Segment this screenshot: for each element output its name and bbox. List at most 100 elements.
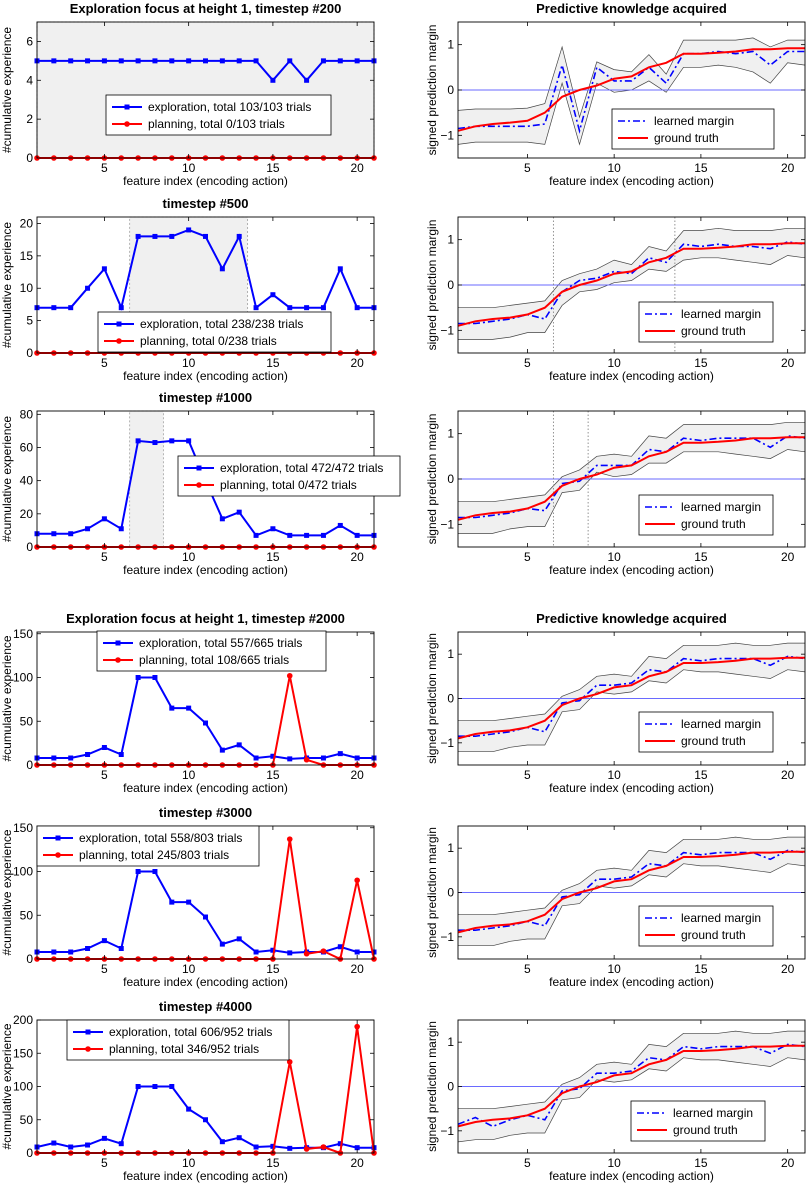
chart-pk3000: 5 10 15 20 −1 0 1 feature index (encoding actio… (425, 825, 806, 989)
x-tick-label: 5 (101, 161, 108, 175)
x-tick-label: 20 (350, 962, 364, 976)
data-point (253, 1144, 259, 1150)
chart-title: timestep #500 (163, 196, 249, 211)
legend: learned margin ground truth (638, 711, 774, 753)
series-line (457, 656, 805, 740)
chart-ex2000: 5 10 15 20 0 50 100 150 Exploration focus at hei… (0, 611, 377, 795)
chart-title: timestep #3000 (159, 805, 252, 820)
chart-pk4000: 5 10 15 20 −1 0 1 feature index (encoding actio… (425, 1019, 806, 1183)
legend: exploration, total 558/803 trials plannin… (36, 825, 260, 867)
x-axis-label: feature index (encoding action) (549, 369, 714, 383)
data-point (236, 742, 242, 748)
chart-pk200: 5 10 15 20 −1 0 1 Predictive knowledge acquired… (425, 1, 806, 188)
y-tick-label: 6 (26, 34, 33, 48)
data-point (169, 1084, 175, 1089)
data-point (253, 305, 259, 311)
chart-ex500: 5 10 15 20 0 5 10 15 20 timestep #500 feature inde… (0, 196, 377, 383)
series-line (457, 1044, 805, 1128)
x-tick-label: 10 (182, 356, 196, 370)
data-point (236, 58, 242, 64)
legend-entry: exploration, total 606/952 trials (109, 1025, 272, 1039)
data-point (337, 1141, 343, 1147)
data-point (270, 947, 276, 953)
legend: learned margin ground truth (638, 494, 774, 536)
legend: learned margin ground truth (630, 1100, 766, 1142)
y-axis-label: #cumulative experience (0, 1023, 14, 1149)
x-tick-label: 10 (182, 962, 196, 976)
data-point (85, 58, 91, 64)
data-point (51, 305, 57, 311)
data-point (85, 526, 91, 532)
y-tick-label: 80 (20, 407, 34, 421)
legend-entry: planning, total 245/803 trials (79, 848, 229, 862)
y-tick-label: 0 (26, 540, 33, 554)
x-tick-label: 15 (694, 550, 708, 564)
data-point (118, 946, 124, 951)
y-tick-label: 40 (20, 474, 34, 488)
legend-entry: ground truth (673, 1123, 738, 1137)
legend-entry: exploration, total 557/665 trials (139, 636, 302, 650)
confidence-band (458, 643, 805, 752)
data-point (135, 869, 141, 874)
data-point (68, 531, 74, 537)
x-tick-label: 5 (524, 550, 531, 564)
legend-entry: learned margin (681, 717, 761, 731)
data-point (337, 751, 343, 757)
series-line (37, 676, 374, 760)
band-upper-line (457, 37, 805, 119)
y-tick-label: 0 (447, 886, 454, 900)
y-tick-label: 0 (26, 952, 33, 966)
data-point (354, 1145, 360, 1151)
y-tick-label: 15 (20, 249, 34, 263)
data-point (152, 58, 158, 64)
y-tick-label: 200 (13, 1013, 33, 1027)
legend-marker (55, 835, 61, 841)
legend-entry: learned margin (654, 114, 734, 128)
data-point (354, 877, 360, 884)
x-tick-label: 5 (101, 962, 108, 976)
series-line (457, 850, 805, 934)
chart-ex3000: 5 10 15 20 0 50 100 150 timestep #3000 feature in… (0, 805, 377, 989)
data-point (85, 285, 91, 291)
y-tick-label: 0 (447, 692, 454, 706)
legend-marker (196, 482, 202, 488)
y-axis-label: signed prediction margin (425, 25, 439, 156)
y-tick-label: 2 (26, 112, 33, 126)
data-point (286, 1059, 293, 1065)
y-tick-label: −1 (440, 930, 454, 944)
legend-entry: ground truth (681, 324, 746, 338)
x-tick-label: 5 (101, 550, 108, 564)
data-point (186, 438, 192, 444)
data-point (286, 836, 293, 842)
data-point (186, 1106, 192, 1112)
data-point (101, 516, 107, 522)
data-point (68, 949, 74, 955)
band-lower-line (458, 863, 806, 947)
legend-box (97, 311, 332, 353)
x-tick-label: 20 (350, 161, 364, 175)
data-point (354, 305, 360, 311)
legend: learned margin ground truth (611, 108, 775, 150)
data-point (203, 720, 208, 726)
band-upper-line (458, 1030, 805, 1110)
legend-box (177, 455, 401, 497)
legend-entry: learned margin (681, 911, 761, 925)
series-line (457, 50, 805, 134)
data-point (320, 948, 327, 954)
data-point (152, 869, 158, 874)
legend-entry: planning, total 108/665 trials (139, 653, 289, 667)
data-point (253, 58, 259, 64)
data-point (337, 58, 343, 64)
y-tick-label: 150 (13, 821, 33, 835)
y-tick-label: 20 (20, 507, 34, 521)
y-axis-label: signed prediction margin (425, 827, 439, 958)
confidence-band (458, 228, 805, 340)
axes-box (36, 216, 375, 354)
legend-entry: planning, total 0/472 trials (220, 478, 357, 492)
legend: exploration, total 557/665 trials plannin… (96, 630, 327, 672)
focus-region (36, 21, 375, 159)
x-axis-label: feature index (encoding action) (123, 781, 288, 795)
y-tick-label: 4 (26, 73, 33, 87)
y-axis-label: #cumulative experience (0, 829, 14, 955)
